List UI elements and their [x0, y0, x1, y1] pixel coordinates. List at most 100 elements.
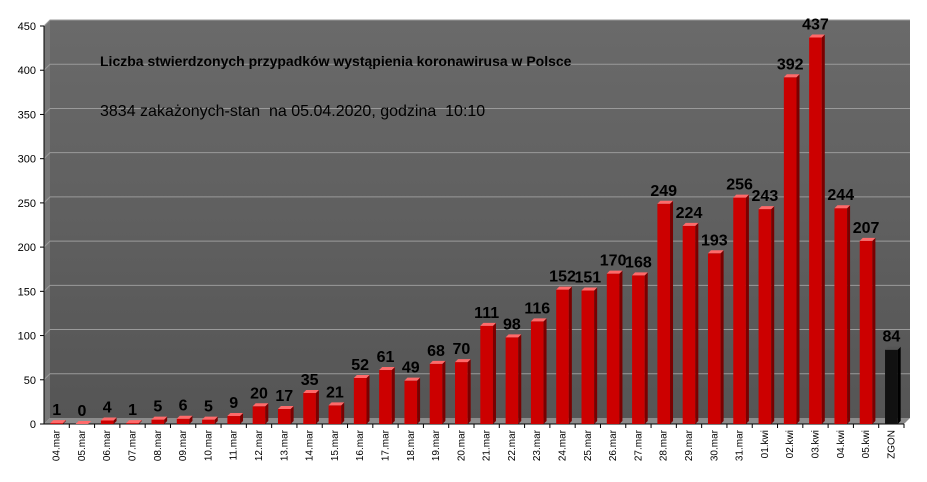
bar-side [341, 402, 345, 424]
bar [834, 205, 851, 424]
bar-front [429, 363, 443, 424]
bar-top [682, 222, 699, 226]
y-axis: 0 50 100 150 200 250 300 350 400 450 [18, 21, 45, 431]
bar [151, 416, 168, 424]
bar-front [126, 423, 139, 424]
bar-top [530, 318, 547, 322]
bar-front [707, 253, 721, 424]
bar-front [480, 325, 493, 424]
bar-top [455, 359, 471, 363]
bar [100, 417, 117, 424]
bar-front [50, 423, 63, 424]
bar-top [202, 416, 218, 420]
bar [581, 287, 598, 424]
data-label: 6 [179, 398, 188, 415]
bar-top [126, 420, 142, 424]
bar [455, 359, 471, 424]
bar-front [404, 380, 418, 424]
bar-side [164, 416, 168, 424]
gridline [43, 196, 910, 204]
data-label: 4 [103, 399, 112, 416]
gridline [43, 19, 910, 27]
bar-top [252, 403, 269, 407]
chart-title: Liczba stwierdzonych przypadków wystąpie… [100, 53, 572, 69]
y-tick-label: 150 [18, 286, 36, 298]
bar [227, 413, 244, 424]
data-label: 0 [77, 403, 86, 420]
bar [707, 250, 724, 424]
bar-top [783, 74, 800, 78]
y-tick-label: 350 [18, 109, 36, 121]
bar-front [151, 419, 165, 424]
y-tick-label: 300 [18, 154, 36, 166]
bar-front [252, 406, 266, 424]
data-label: 249 [650, 183, 677, 200]
data-label: 61 [377, 349, 395, 366]
x-tick-label: 05.kwi [861, 430, 872, 458]
bar [530, 318, 547, 424]
x-tick-label: 18.mar [406, 429, 417, 461]
bar-side [492, 322, 496, 424]
bar-front [682, 225, 696, 424]
x-tick-label: 21.mar [482, 429, 493, 461]
y-tick-label: 200 [18, 242, 36, 254]
data-label: 437 [802, 16, 829, 33]
data-label: 68 [427, 343, 445, 360]
bar-top [859, 237, 876, 241]
bar-side [62, 420, 66, 424]
bar-side [619, 270, 623, 424]
bar [252, 403, 269, 424]
gridline [43, 63, 910, 71]
x-tick-label: 30.mar [709, 429, 720, 461]
bar-front [859, 240, 873, 424]
bar-top [707, 250, 724, 254]
bar [733, 194, 749, 424]
bar-front [657, 203, 671, 424]
bar [783, 74, 800, 424]
bar-top [429, 360, 446, 364]
x-tick-label: 25.mar [583, 429, 594, 461]
bar-top [379, 367, 395, 371]
data-label: 21 [326, 384, 344, 401]
data-label: 168 [625, 254, 652, 271]
bar-front [556, 289, 569, 424]
bar-front [277, 408, 291, 424]
bar-front [606, 273, 620, 424]
bar-top [556, 286, 572, 290]
y-tick-label: 0 [30, 419, 36, 431]
bar-side [189, 415, 193, 424]
bar-side [467, 359, 471, 424]
bar [277, 405, 294, 424]
bar-front [783, 77, 797, 424]
data-label: 243 [752, 188, 779, 205]
x-tick-label: 26.mar [608, 429, 619, 461]
x-axis: 04.mar 05.mar 06.mar 07.mar 08.mar 09.mar 10.m… [44, 423, 905, 461]
bar-top [834, 205, 851, 209]
bar-front [581, 290, 595, 424]
data-label: 392 [777, 56, 804, 73]
bar-side [240, 413, 244, 424]
data-label: 111 [474, 305, 499, 322]
bar-top [581, 287, 598, 291]
bar [303, 390, 319, 424]
bar-front [809, 37, 822, 425]
bar-top [277, 405, 294, 409]
bar [328, 402, 345, 424]
gridline [43, 284, 910, 292]
bar-front [353, 378, 367, 424]
bar [632, 272, 648, 424]
bar [75, 421, 92, 424]
data-label: 52 [351, 357, 369, 374]
bar [50, 420, 66, 424]
x-tick-label: 10.mar [203, 429, 214, 461]
bar-side [897, 346, 901, 424]
bar-side [265, 403, 269, 424]
data-label: 84 [882, 329, 900, 346]
bar-front [202, 419, 215, 424]
data-label: 20 [250, 385, 268, 402]
bar-front [733, 197, 746, 424]
bar-side [644, 272, 648, 424]
bar-top [505, 334, 522, 338]
bar-top [328, 402, 345, 406]
